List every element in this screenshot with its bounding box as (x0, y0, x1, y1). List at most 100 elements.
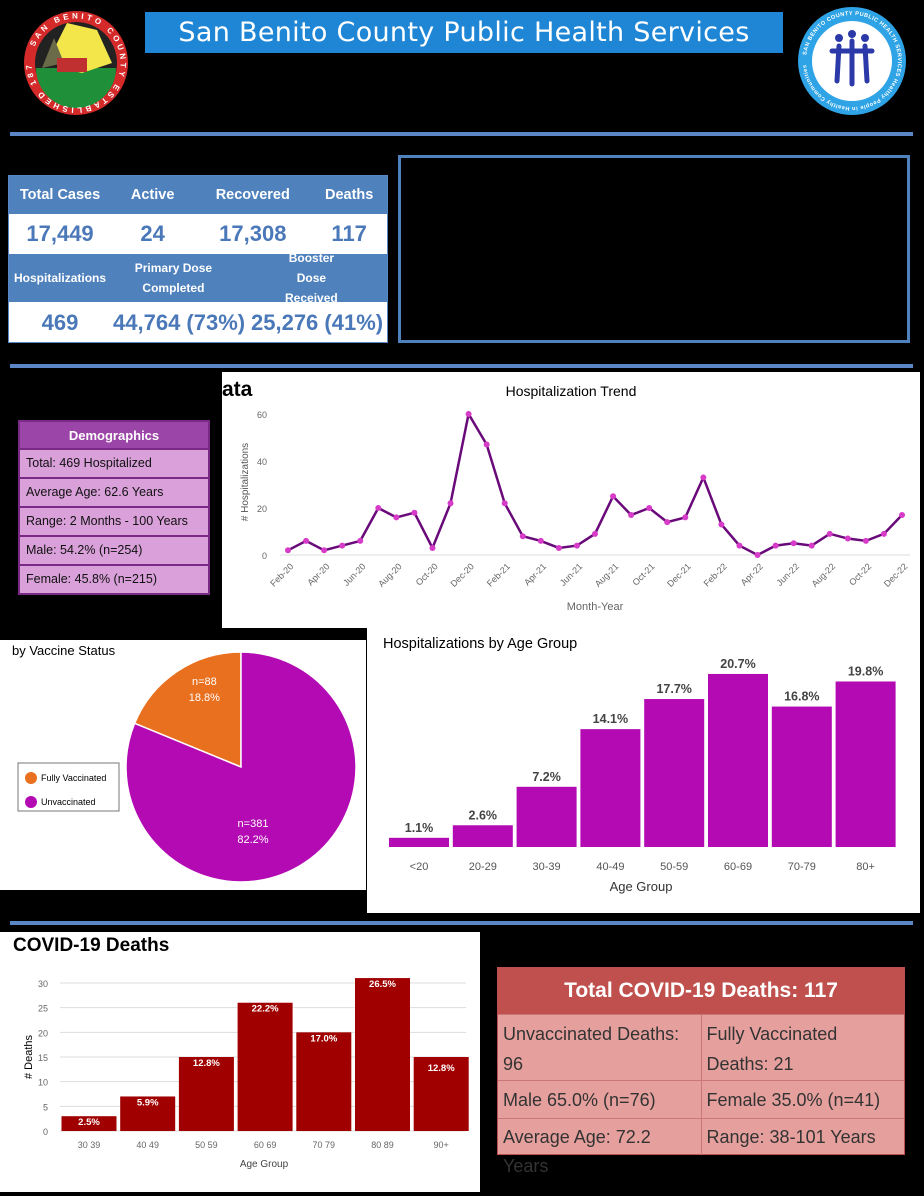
data-point (682, 514, 689, 521)
value-active: 24 (140, 221, 165, 246)
deaths-cell: Fully Vaccinated Deaths: 21 (700, 1015, 905, 1080)
data-point (537, 537, 544, 544)
bar-data-label: 7.2% (532, 770, 561, 784)
hospitalization-trend-panel: ata (222, 372, 920, 628)
deaths-cell: Female 35.0% (n=41) (700, 1081, 905, 1118)
x-tick-label: Aug-21 (593, 561, 621, 589)
data-point (411, 509, 418, 516)
bar (644, 699, 705, 847)
label-total-cases: Total Cases (19, 187, 101, 203)
bar (120, 1096, 176, 1131)
x-tick-label: Apr-21 (522, 561, 548, 587)
deaths-cell: Male 65.0% (n=76) (503, 1090, 656, 1110)
bar-data-label: 14.1% (593, 712, 628, 726)
y-tick-label: 20 (257, 504, 267, 514)
y-tick-label: 0 (262, 551, 267, 561)
x-tick-label: Oct-20 (414, 561, 440, 587)
x-tick-label: Oct-21 (630, 561, 656, 587)
summary-stats-table: Total Cases Active Recovered Deaths 17,4… (8, 175, 388, 343)
label-deaths: Deaths (324, 187, 374, 203)
x-tick-label: 70 79 (313, 1140, 336, 1150)
x-axis-label: Age Group (240, 1159, 289, 1170)
bar (771, 706, 832, 847)
demographics-row: Female: 45.8% (n=215) (26, 572, 157, 586)
label-primary-dose: Primary Dose Completed (134, 260, 213, 295)
x-tick-label: <20 (410, 861, 429, 873)
bar-data-label: 5.9% (137, 1097, 159, 1108)
bar (580, 729, 641, 847)
divider (10, 132, 913, 136)
bar-data-label: 16.8% (784, 690, 819, 704)
value-deaths: 117 (331, 221, 367, 246)
bar-data-label: 12.8% (193, 1058, 220, 1069)
x-tick-label: Oct-22 (847, 561, 873, 587)
bar (835, 681, 896, 847)
x-tick-label: Jun-22 (775, 561, 802, 588)
slice-pct-label: 18.8% (189, 692, 220, 704)
x-tick-label: Aug-20 (376, 561, 404, 589)
y-tick-label: 5 (43, 1102, 48, 1112)
y-tick-label: 40 (257, 457, 267, 467)
demographics-title: Demographics (20, 422, 208, 450)
bar (237, 1002, 293, 1131)
demographics-table: Demographics Total: 469 Hospitalized Ave… (18, 420, 210, 595)
legend-swatch (25, 772, 37, 784)
y-tick-label: 25 (38, 1004, 48, 1014)
x-tick-label: Aug-22 (810, 561, 838, 589)
vaccine-status-pie-chart: n=88 18.8% n=381 82.2% Fully Vaccinated Unvac… (17, 651, 357, 883)
chart-title: Hospitalization Trend (506, 383, 637, 399)
x-tick-label: 50 59 (195, 1140, 218, 1150)
x-tick-label: 50-59 (660, 861, 688, 873)
bar (413, 1057, 469, 1131)
value-hospitalizations: 469 (41, 309, 79, 335)
data-point (393, 514, 400, 521)
y-tick-label: 0 (43, 1127, 48, 1137)
total-deaths-title: Total COVID-19 Deaths: 117 (498, 968, 904, 1014)
slice-pct-label: 82.2% (237, 834, 268, 846)
pie-slice-unvaccinated (125, 651, 357, 883)
covid-deaths-chart: COVID-19 Deaths 0 5 10 15 20 25 30 # Deaths 2.5% 3… (13, 935, 469, 1170)
data-point (736, 542, 743, 549)
y-tick-label: 10 (38, 1078, 48, 1088)
bar-data-label: 22.2% (252, 1004, 279, 1015)
bar (452, 825, 513, 847)
data-point (483, 441, 490, 448)
stats-header-row-1: Total Cases Active Recovered Deaths (9, 176, 387, 214)
x-tick-label: 40 49 (136, 1140, 159, 1150)
x-tick-label: 20-29 (469, 861, 497, 873)
bar-data-label: 2.6% (469, 808, 498, 822)
x-tick-label: 60 69 (254, 1140, 277, 1150)
chart-title: Hospitalizations by Age Group (383, 636, 577, 652)
data-point (303, 537, 310, 544)
bar-data-label: 17.7% (656, 682, 691, 696)
x-tick-label: Apr-22 (739, 561, 765, 587)
chart-title: COVID-19 Deaths (13, 935, 169, 956)
data-point (862, 537, 869, 544)
x-tick-label: Dec-22 (882, 561, 910, 589)
pie-slice-fully-vaccinated (133, 651, 242, 769)
y-tick-label: 30 (38, 979, 48, 989)
x-tick-label: Jun-21 (558, 561, 585, 588)
deaths-cell: Range: 38-101 Years (700, 1119, 905, 1155)
value-recovered: 17,308 (219, 221, 287, 246)
bar-data-label: 20.7% (720, 657, 755, 671)
data-point (321, 547, 328, 554)
data-point (429, 544, 436, 551)
data-point (610, 493, 617, 500)
data-point (899, 512, 905, 519)
data-point (754, 552, 761, 558)
bar-data-label: 1.1% (405, 821, 434, 835)
data-point (700, 474, 707, 481)
y-axis-label: # Deaths (23, 1034, 35, 1079)
divider (10, 921, 913, 925)
x-axis-label: Age Group (610, 879, 673, 894)
data-point (447, 500, 454, 507)
value-booster-dose: 25,276 (41%) (251, 309, 384, 335)
bar (296, 1032, 352, 1131)
divider (10, 364, 913, 368)
x-axis-label: Month-Year (567, 601, 624, 613)
bar (61, 1116, 117, 1131)
page-title: San Benito County Public Health Services (145, 12, 783, 53)
legend-label: Fully Vaccinated (41, 773, 106, 783)
data-point (357, 537, 364, 544)
